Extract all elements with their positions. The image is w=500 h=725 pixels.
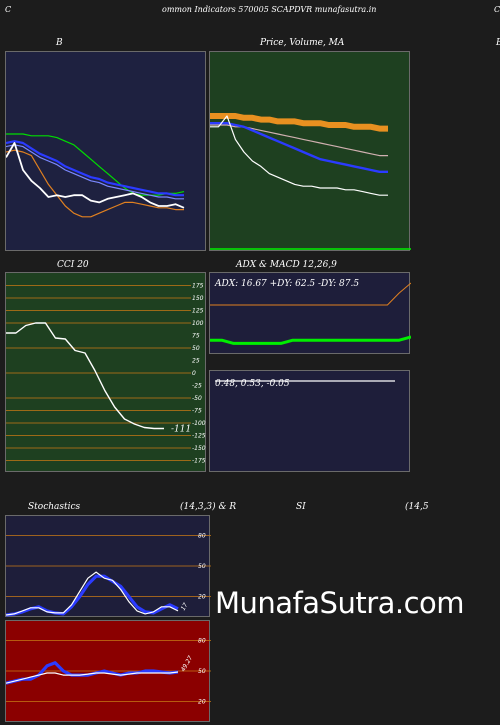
watermark: MunafaSutra.com bbox=[215, 586, 465, 620]
rsi-chart: 80 50 20 49.27 bbox=[6, 637, 211, 706]
rsi-params: (14,5 bbox=[405, 502, 429, 512]
cci-chart: 175 150 125 100 75 50 25 0 -25 -50 -75 -100 -125 -150… bbox=[6, 283, 206, 465]
price-panel bbox=[209, 51, 411, 251]
price-chart bbox=[210, 113, 411, 250]
bollinger-panel bbox=[5, 51, 206, 251]
page-title: ommon Indicators 570005 SCAPDVR munafasu… bbox=[162, 5, 377, 14]
header-right-letter: C bbox=[494, 5, 500, 14]
bollinger-series-line bbox=[6, 144, 184, 200]
macd-panel: 0.48, 0.53, -0.05 bbox=[209, 370, 410, 472]
cci-tick-label: 0 bbox=[192, 370, 196, 377]
cci-tick-label: -175 bbox=[192, 458, 206, 465]
bollinger-series-line bbox=[6, 140, 184, 197]
stochastics-value-label: 17 bbox=[180, 602, 190, 612]
cci-tick-label: -25 bbox=[192, 383, 202, 390]
bollinger-chart bbox=[6, 133, 185, 218]
macd-chart: 0.48, 0.53, -0.05 bbox=[215, 379, 395, 389]
adx-panel: ADX: 16.67 +DY: 62.5 -DY: 87.5 bbox=[209, 272, 411, 354]
rsi-value-label: 49.27 bbox=[180, 654, 195, 673]
header-left-letter: C bbox=[5, 5, 12, 14]
cci-tick-label: 175 bbox=[192, 283, 204, 290]
price-title: Price, Volume, MA bbox=[260, 38, 345, 48]
cci-panel: 175 150 125 100 75 50 25 0 -25 -50 -75 -100 -125 -150… bbox=[5, 272, 206, 472]
stochastics-series-line bbox=[6, 571, 179, 616]
bollinger-series-line bbox=[6, 133, 185, 196]
bollinger-series-line bbox=[6, 142, 185, 209]
price-series-line bbox=[210, 115, 388, 196]
stochastics-tick-label: 20 bbox=[198, 594, 206, 601]
adx-chart: ADX: 16.67 +DY: 62.5 -DY: 87.5 bbox=[210, 279, 411, 345]
cci-title: CCI 20 bbox=[57, 260, 89, 270]
stochastics-tick-label: 50 bbox=[198, 563, 206, 570]
rsi-title: SI bbox=[296, 502, 306, 512]
cci-tick-label: -150 bbox=[192, 445, 206, 452]
right-edge-title: B bbox=[496, 38, 500, 48]
stochastics-chart: 80 50 20 17 bbox=[6, 532, 211, 617]
rsi-tick-label: 50 bbox=[198, 668, 206, 675]
cci-tick-label: 75 bbox=[192, 333, 200, 340]
stochastics-title: Stochastics bbox=[28, 502, 81, 512]
cci-tick-label: 25 bbox=[192, 358, 200, 365]
cci-tick-label: 100 bbox=[192, 320, 204, 327]
cci-tick-label: 150 bbox=[192, 295, 204, 302]
cci-tick-label: -50 bbox=[192, 395, 202, 402]
rsi-series-line bbox=[6, 671, 179, 684]
adx-line bbox=[210, 335, 411, 345]
bollinger-title: B bbox=[56, 38, 63, 48]
stochastics-series-line bbox=[6, 574, 179, 617]
rsi-tick-label: 20 bbox=[198, 699, 206, 706]
adx-readout: ADX: 16.67 +DY: 62.5 -DY: 87.5 bbox=[214, 279, 359, 289]
macd-readout: 0.48, 0.53, -0.05 bbox=[215, 379, 290, 389]
adx-macd-title: ADX & MACD 12,26,9 bbox=[236, 260, 337, 270]
stochastics-tick-label: 80 bbox=[198, 532, 206, 539]
rsi-panel: 80 50 20 49.27 bbox=[5, 620, 211, 722]
cci-tick-label: 50 bbox=[192, 345, 200, 352]
adx-minus-dy-line bbox=[210, 282, 411, 306]
stochastics-params: (14,3,3) & R bbox=[180, 502, 237, 512]
cci-tick-label: -125 bbox=[192, 433, 206, 440]
cci-value-label: -111 bbox=[171, 425, 191, 435]
cci-tick-label: -100 bbox=[192, 420, 206, 427]
stochastics-panel: 80 50 20 17 bbox=[5, 515, 211, 617]
bollinger-series-line bbox=[6, 149, 184, 218]
rsi-tick-label: 80 bbox=[198, 637, 206, 644]
cci-line bbox=[6, 322, 164, 430]
cci-tick-label: 125 bbox=[192, 308, 204, 315]
cci-tick-label: -75 bbox=[192, 408, 202, 415]
price-series-line bbox=[210, 121, 388, 174]
price-series-line bbox=[210, 113, 388, 132]
